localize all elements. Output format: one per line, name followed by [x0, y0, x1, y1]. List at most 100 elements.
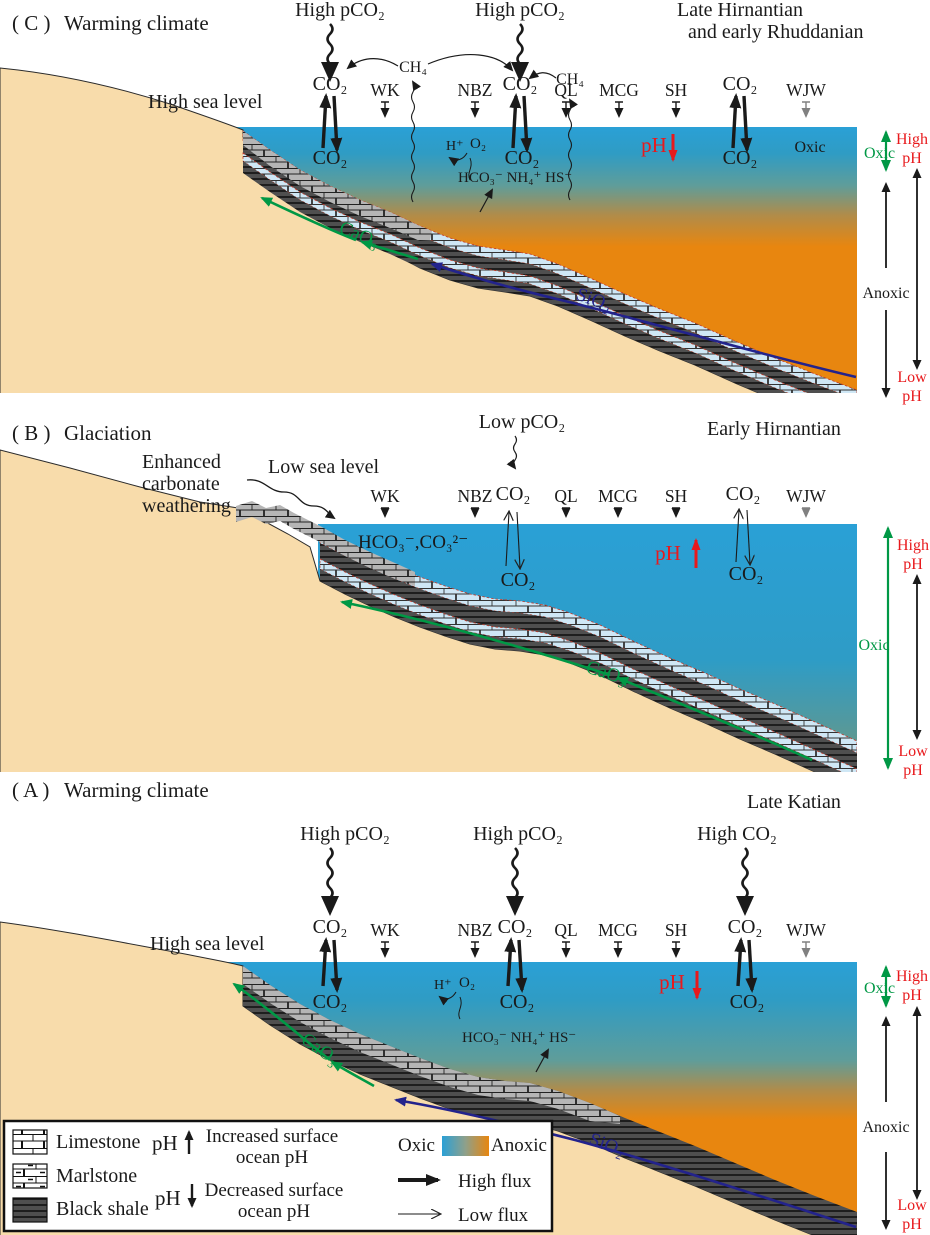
- margin-oxic-label: Oxic: [864, 145, 895, 162]
- land-slope: [0, 67, 760, 393]
- high-ph-label: High: [896, 131, 928, 148]
- wavy-co2-influx-arrow: [741, 847, 749, 899]
- co2-outgassing-arrow: [319, 937, 332, 987]
- legend: Limestone Marlstone Black shale pH Incre…: [2, 1119, 554, 1233]
- sea-level-label: High sea level: [148, 91, 263, 113]
- legend-label: Black shale: [56, 1198, 149, 1220]
- station-arrow: [672, 101, 680, 116]
- carbonate-flux-arrow: [260, 196, 357, 242]
- panel-c: ( C ) Warming climate Late Hirnantian an…: [0, 0, 928, 405]
- station-label: WK: [370, 920, 400, 940]
- co2-outgassing-arrow: [734, 937, 747, 987]
- co2-outgassing-arrow: [509, 93, 522, 149]
- co2-air-label: CO₂: [723, 73, 758, 95]
- station-arrow: [802, 941, 810, 956]
- weathering-label: carbonate: [142, 473, 220, 495]
- station-label: SH: [665, 920, 688, 940]
- station-label: QL: [554, 486, 577, 506]
- weathering-label: Enhanced: [142, 451, 221, 473]
- wavy-low-pco2-arrow: [506, 435, 518, 470]
- panel-era: Late Hirnantian: [677, 0, 803, 21]
- station-label: WJW: [786, 80, 826, 100]
- forcing-label: High pCO₂: [300, 823, 390, 845]
- limestone-band: [242, 130, 857, 393]
- station-arrow: [471, 508, 479, 516]
- oxic-water-label: Oxic: [794, 139, 825, 156]
- oxidation-arrow: [438, 991, 457, 1006]
- co2-water-label: CO₂: [723, 147, 758, 169]
- panel-era: Early Hirnantian: [707, 418, 841, 440]
- co2-water-label: CO₂: [313, 147, 348, 169]
- low-ph-label: pH: [902, 388, 922, 405]
- panel-climate: Glaciation: [64, 421, 152, 445]
- low-ph-label: Low: [898, 743, 928, 760]
- black-shale-swatch: [12, 1197, 48, 1223]
- sea-level-label: Low sea level: [268, 456, 380, 478]
- co2-air-label: CO₂: [503, 73, 538, 95]
- marlstone-swatch: [12, 1163, 48, 1189]
- forcing-label: High pCO₂: [473, 823, 563, 845]
- high-ph-label: pH: [902, 987, 922, 1004]
- methane-label: CH₄: [399, 59, 427, 76]
- co2-air-label: CO₂: [496, 483, 531, 505]
- redox-anoxic-label: Anoxic: [491, 1135, 547, 1156]
- low-ph-label: Low: [897, 369, 927, 386]
- legend-label: Limestone: [56, 1131, 141, 1153]
- station-label: NBZ: [458, 80, 493, 100]
- co2-outgassing-arrow: [729, 93, 742, 149]
- wavy-arrowhead: [506, 896, 524, 916]
- limestone-band: [242, 152, 809, 393]
- station-label: NBZ: [458, 920, 493, 940]
- carbonate-flux-arrow: [360, 240, 419, 261]
- co2-invasion-arrow: [330, 939, 343, 993]
- station-arrow: [614, 508, 622, 516]
- ph-change-label: pH: [659, 970, 685, 994]
- margin-anoxic-label: Anoxic: [862, 285, 909, 302]
- panel-b-scene: [0, 449, 857, 772]
- co2-air-label: CO₂: [728, 916, 763, 938]
- station-label: MCG: [598, 920, 638, 940]
- ph-up-text: ocean pH: [236, 1147, 309, 1168]
- squiggle-line: [468, 157, 472, 181]
- station-label: MCG: [599, 80, 639, 100]
- station-arrow: [471, 941, 479, 956]
- high-ph-label: High: [896, 968, 928, 985]
- o2-label: O₂: [459, 975, 475, 991]
- co2-invasion-arrow: [330, 95, 343, 153]
- station-arrow: [381, 101, 389, 116]
- wavy-arrowhead: [321, 62, 339, 82]
- co2-water-label: CO₂: [313, 991, 348, 1013]
- co2-outgassing-arrow: [504, 937, 517, 987]
- station-label: SH: [665, 80, 688, 100]
- limestone-swatch: [12, 1129, 48, 1155]
- co2-water-label: CO₂: [505, 147, 540, 169]
- silica-flux-arrow: [394, 1096, 857, 1229]
- station-arrow: [802, 508, 810, 516]
- panel-climate: Warming climate: [64, 11, 209, 35]
- co2-invasion-arrow-low: [747, 509, 750, 564]
- high-flux-label: High flux: [458, 1171, 532, 1192]
- forcing-label: High pCO₂: [475, 0, 565, 21]
- station-label: WJW: [786, 920, 826, 940]
- methane-to-co2-arrow: [427, 53, 514, 72]
- panel-era: Late Katian: [747, 791, 841, 813]
- co2-invasion-arrow-low: [517, 511, 520, 568]
- wavy-co2-influx-arrow: [326, 847, 334, 899]
- co2-water-label: CO₂: [500, 991, 535, 1013]
- station-arrow: [562, 941, 570, 956]
- station-arrow: [471, 101, 479, 116]
- co2-air-label: CO₂: [313, 73, 348, 95]
- forcing-label: High CO₂: [697, 823, 777, 845]
- co2-air-label: CO₂: [726, 483, 761, 505]
- station-label: WK: [370, 486, 400, 506]
- squiggle-line: [458, 996, 462, 1020]
- carbonate-flux-arrow: [330, 1060, 375, 1088]
- ion-release-arrow: [479, 188, 493, 213]
- panel-climate: Warming climate: [64, 778, 209, 802]
- margin-anoxic-label: Anoxic: [862, 1119, 909, 1136]
- wavy-co2-influx-arrow: [511, 847, 519, 899]
- methane-seep-arrow: [410, 80, 421, 203]
- co2-outgassing-arrow: [319, 93, 332, 149]
